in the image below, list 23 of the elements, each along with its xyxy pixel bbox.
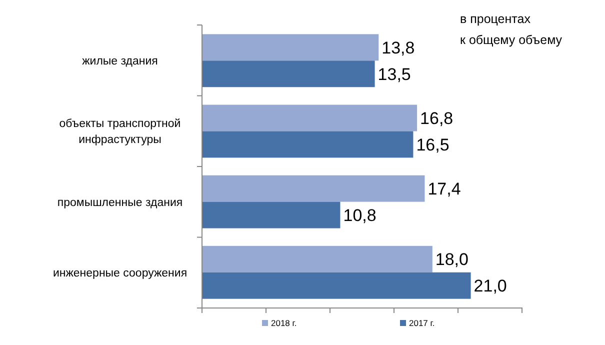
bar [202,202,340,228]
bar [202,131,414,158]
data-label: 13,8 [382,38,415,58]
data-label: 18,0 [435,250,468,270]
annotation: в процентах к общему объему [460,12,563,47]
bar [202,60,375,88]
y-tick-label: промышленные здания [57,196,183,209]
bar [202,175,425,202]
bar [202,246,432,272]
data-label: 10,8 [343,206,376,225]
y-tick-label: объекты транспортной инфрастуктуры [59,118,181,146]
bar [202,34,379,61]
y-tick-label: инженерные сооружения [52,267,188,280]
data-label: 16,8 [420,108,454,128]
data-label: 21,0 [474,276,507,296]
bar [202,104,418,132]
data-label: 13,5 [378,64,411,84]
bar [202,272,471,299]
legend-label: 2018 г. [271,318,297,328]
data-label: 16,5 [416,135,450,154]
legend-label: 2017 г. [409,318,435,328]
data-label: 17,4 [428,180,461,199]
y-tick-label: жилые здания [82,56,158,68]
